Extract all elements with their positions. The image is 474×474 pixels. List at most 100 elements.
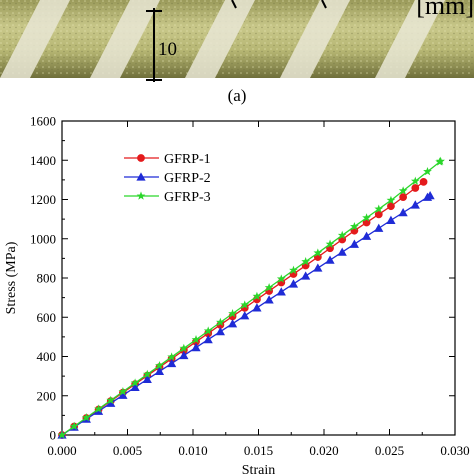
dimension-marker <box>146 0 327 82</box>
plot-frame <box>61 120 456 436</box>
data-point <box>215 327 225 336</box>
panel-label-a: (a) <box>227 86 247 105</box>
legend-item-gfrp-2: GFRP-2 <box>124 171 211 186</box>
photo-svg: 10 <box>0 0 474 84</box>
x-tick-label: 0.015 <box>244 443 273 458</box>
data-point <box>240 300 250 309</box>
x-tick-label: 0.025 <box>375 443 404 458</box>
data-point <box>106 398 116 407</box>
data-point <box>374 223 384 232</box>
data-point <box>325 255 335 264</box>
unit-label: [mm] <box>416 0 474 20</box>
data-point <box>423 166 432 176</box>
y-tick-label: 1600 <box>30 114 56 129</box>
axes-group <box>61 120 456 436</box>
legend-label: GFRP-2 <box>164 171 211 186</box>
x-tick-label: 0.030 <box>440 443 469 458</box>
helical-wraps <box>0 0 445 78</box>
data-point <box>289 265 298 275</box>
data-point <box>142 374 152 384</box>
data-point <box>387 202 395 211</box>
data-point <box>130 378 140 387</box>
legend-marker <box>136 191 146 200</box>
data-point <box>361 231 372 240</box>
legend-marker <box>136 172 146 181</box>
data-point <box>252 291 262 301</box>
data-point <box>203 326 213 335</box>
x-tick-label: 0.010 <box>178 443 207 458</box>
data-point <box>155 361 164 370</box>
data-point <box>167 358 177 368</box>
data-point <box>313 248 323 257</box>
data-point <box>398 207 408 217</box>
data-point <box>57 430 67 439</box>
data-point <box>118 390 128 399</box>
data-point <box>386 195 396 205</box>
data-point <box>288 279 299 288</box>
data-point <box>142 369 152 379</box>
legend-label: GFRP-1 <box>164 152 211 167</box>
data-point <box>118 387 128 396</box>
x-tick-label: 0.005 <box>113 443 142 458</box>
data-point <box>179 350 189 360</box>
data-point <box>411 184 420 192</box>
data-point <box>410 176 420 185</box>
data-point <box>154 366 165 376</box>
data-point <box>252 303 262 312</box>
data-point <box>386 215 396 224</box>
data-point <box>227 319 238 328</box>
y-tick-label: 1000 <box>30 231 56 246</box>
y-axis-label: Stress (MPa) <box>4 241 19 314</box>
y-tick-label: 400 <box>37 349 57 364</box>
y-tick-label: 0 <box>50 428 57 443</box>
legend-marker <box>137 154 145 162</box>
data-point <box>81 413 91 422</box>
data-point <box>167 352 177 361</box>
data-point <box>264 295 274 304</box>
data-point <box>350 221 359 231</box>
legend: GFRP-1 GFRP-2 GFRP-3 <box>124 152 211 205</box>
data-point <box>130 382 140 391</box>
legend-label: GFRP-3 <box>164 190 211 205</box>
data-point <box>264 283 274 292</box>
data-point <box>240 311 250 320</box>
data-point <box>349 239 359 248</box>
data-point <box>228 309 237 318</box>
data-point <box>337 230 347 240</box>
data-point <box>419 177 428 186</box>
data-point <box>203 334 213 344</box>
axis-labels: 0.000 0.005 0.010 0.015 0.020 0.025 0.030 0 200 4… <box>4 114 470 474</box>
dimension-value: 10 <box>158 39 177 60</box>
x-tick-label: 0.000 <box>47 443 76 458</box>
data-point <box>301 257 311 266</box>
x-axis-label: Strain <box>242 463 275 474</box>
y-tick-label: 1200 <box>30 192 56 207</box>
legend-item-gfrp-3: GFRP-3 <box>124 190 211 205</box>
data-point <box>301 271 311 280</box>
gfrp-bar-photo: 10 [mm] <box>0 0 474 84</box>
x-tick-label: 0.020 <box>309 443 338 458</box>
series-line <box>61 160 441 436</box>
data-point <box>337 247 347 256</box>
series-gfrp-2 <box>57 190 435 439</box>
data-point <box>325 239 335 248</box>
data-point <box>276 287 286 296</box>
data-point <box>362 213 371 222</box>
series-group <box>57 156 445 439</box>
data-point <box>179 343 189 353</box>
data-point <box>313 263 323 272</box>
data-point <box>216 317 225 327</box>
data-point <box>191 335 201 344</box>
data-point <box>276 274 286 283</box>
data-point <box>374 204 384 213</box>
data-point <box>425 190 435 200</box>
data-point <box>191 342 201 352</box>
data-point <box>94 404 103 413</box>
data-point <box>410 200 420 209</box>
data-point <box>69 421 79 431</box>
y-tick-label: 800 <box>37 271 57 286</box>
legend-item-gfrp-1: GFRP-1 <box>124 152 211 167</box>
data-point <box>106 395 116 405</box>
data-point <box>436 156 445 165</box>
